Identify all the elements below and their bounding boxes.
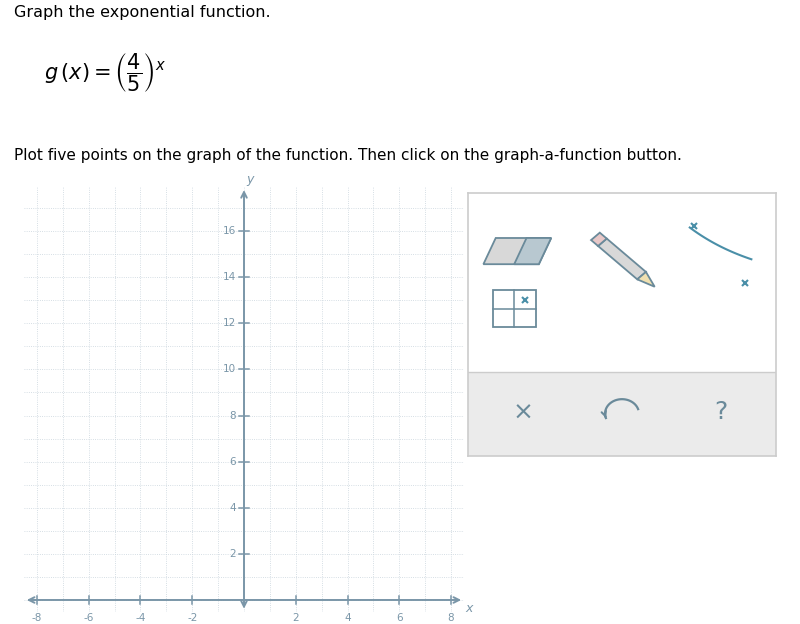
Polygon shape bbox=[483, 238, 551, 264]
Polygon shape bbox=[638, 272, 654, 287]
Text: 12: 12 bbox=[222, 318, 236, 328]
Text: -4: -4 bbox=[135, 613, 146, 623]
Text: 8: 8 bbox=[448, 613, 454, 623]
Text: 16: 16 bbox=[222, 226, 236, 236]
Text: -6: -6 bbox=[83, 613, 94, 623]
Text: 2: 2 bbox=[293, 613, 299, 623]
Polygon shape bbox=[598, 238, 646, 280]
Text: $g\,(x)=\left(\dfrac{4}{5}\right)^{x}$: $g\,(x)=\left(\dfrac{4}{5}\right)^{x}$ bbox=[44, 51, 166, 94]
Text: 8: 8 bbox=[229, 411, 236, 421]
Text: 14: 14 bbox=[222, 272, 236, 282]
Text: Graph the exponential function.: Graph the exponential function. bbox=[14, 6, 271, 21]
FancyBboxPatch shape bbox=[468, 372, 776, 456]
Text: 6: 6 bbox=[396, 613, 402, 623]
Polygon shape bbox=[514, 238, 551, 264]
Text: 6: 6 bbox=[229, 457, 236, 467]
Text: Plot five points on the graph of the function. Then click on the graph-a-functio: Plot five points on the graph of the fun… bbox=[14, 149, 682, 163]
Polygon shape bbox=[591, 233, 606, 246]
Text: ?: ? bbox=[714, 400, 727, 424]
Text: 4: 4 bbox=[344, 613, 351, 623]
Text: 10: 10 bbox=[222, 364, 236, 374]
Text: -2: -2 bbox=[187, 613, 198, 623]
Bar bbox=[493, 290, 536, 327]
Text: ×: × bbox=[513, 400, 534, 424]
Text: x: x bbox=[466, 602, 473, 615]
Text: y: y bbox=[246, 173, 254, 186]
Text: 2: 2 bbox=[229, 549, 236, 559]
Text: 4: 4 bbox=[229, 503, 236, 513]
Text: -8: -8 bbox=[32, 613, 42, 623]
